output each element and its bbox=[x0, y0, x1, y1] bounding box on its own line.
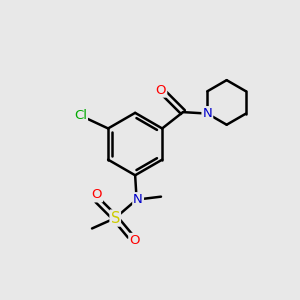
Text: S: S bbox=[110, 211, 120, 226]
Text: O: O bbox=[92, 188, 102, 201]
Text: O: O bbox=[129, 234, 140, 247]
Text: N: N bbox=[202, 107, 212, 120]
Text: N: N bbox=[133, 193, 143, 206]
Text: Cl: Cl bbox=[74, 109, 87, 122]
Text: O: O bbox=[156, 84, 166, 97]
